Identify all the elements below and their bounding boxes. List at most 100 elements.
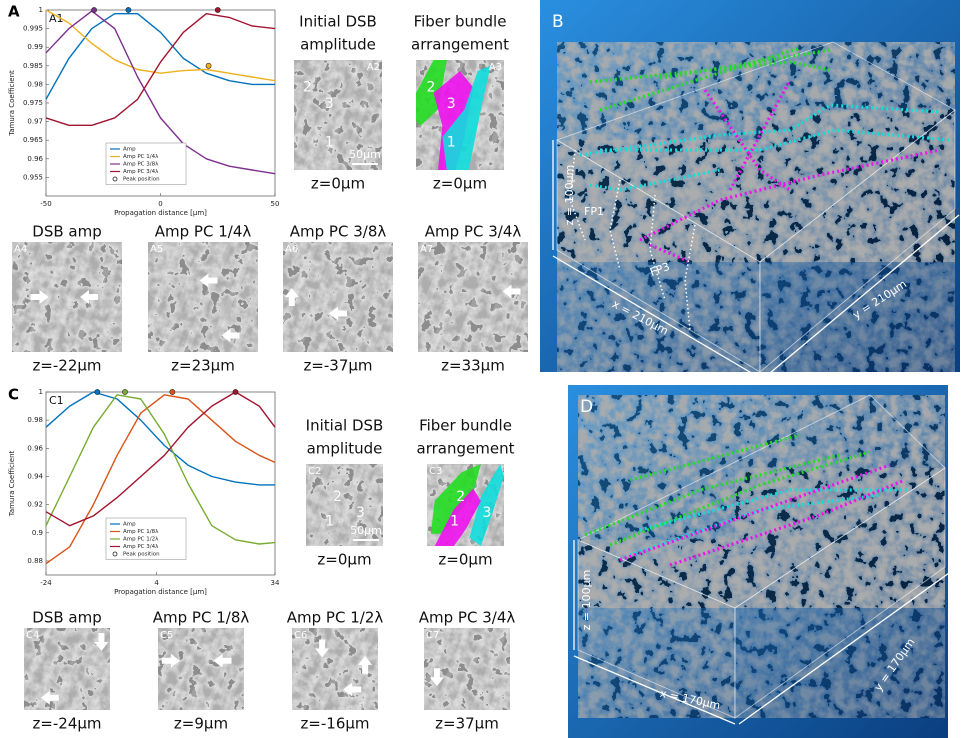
depth-caption: z=0µm [433,175,487,193]
legend-label: Peak position [123,552,160,558]
depth-caption: z=0µm [438,551,492,569]
y-tick-label: 0.985 [23,62,43,70]
x-tick-label: 50 [271,200,280,208]
figure: A C 0.9550.960.9650.970.9750.980.9850.99… [0,0,964,738]
legend-label: Amp PC 3/4λ [123,544,159,550]
panel-title: Amp PC 1/8λ [153,609,250,627]
y-tick-label: 0.98 [27,416,43,424]
legend-label: Amp PC 1/2λ [123,537,159,543]
fiber-number: 2 [427,80,436,96]
fiber-number: 2 [303,80,312,96]
volume-label: z = 100µm [580,570,593,631]
x-tick-label: -24 [40,579,52,587]
panel-title: Initial DSB [306,417,384,435]
depth-caption: z=-22µm [32,357,101,375]
y-tick-label: 0.96 [27,155,43,163]
depth-caption: z=0µm [317,551,371,569]
depth-caption: z=-24µm [32,715,101,733]
panel-title: DSB amp [32,223,101,241]
panel-title: Amp PC 3/8λ [290,223,387,241]
fiber-number: 3 [447,96,456,112]
y-tick-label: 1 [39,6,43,14]
depth-caption: z=23µm [171,357,235,375]
peak-marker [95,389,100,394]
fiber-number: 3 [482,505,491,521]
scale-bar-label: 50µm [349,148,381,161]
legend-label: Peak position [123,177,160,183]
panel-tag: A3 [489,62,502,73]
x-axis-label: Propagation distance [µm] [114,588,207,596]
depth-caption: z=37µm [435,715,499,733]
y-tick-label: 0.97 [27,118,43,126]
fiber-number: 1 [325,513,334,529]
x-tick-label: 4 [154,579,159,587]
fiber-number: 3 [356,505,365,521]
panel-letter: B [552,12,564,32]
panel-title: amplitude [307,440,383,458]
panel-tag: C3 [429,466,442,477]
panel-title: arrangement [417,440,515,458]
legend-label: Amp PC 3/4λ [123,169,159,175]
x-tick-label: -50 [40,200,51,208]
peak-marker [206,63,211,68]
y-tick-label: 0.92 [27,501,43,509]
fiber-number: 2 [333,489,342,505]
panel-tag: C5 [160,630,173,641]
y-tick-label: 0.965 [23,136,43,144]
panel-tag: C1 [49,394,64,407]
panel-tag: C7 [426,630,439,641]
fiber-number: 1 [447,135,456,151]
depth-caption: z=0µm [311,175,365,193]
x-tick-label: 0 [158,200,162,208]
panel-title: Fiber bundle [414,13,507,31]
volume-label: z = 100µm [563,165,576,226]
fiber-number: 2 [456,489,465,505]
peak-marker [233,389,238,394]
depth-caption: z=-16µm [300,715,369,733]
panel-title: Fiber bundle [419,417,512,435]
y-tick-label: 0.98 [27,80,43,88]
depth-caption: z=33µm [441,357,505,375]
panel-title: Initial DSB [299,13,377,31]
y-tick-label: 1 [39,388,43,396]
panel-title: DSB amp [32,609,101,627]
legend-label: Amp PC 1/8λ [123,529,159,535]
fiber-number: 3 [325,96,334,112]
panel-tag: C6 [294,630,307,641]
panel-title: Amp PC 3/4λ [425,223,522,241]
y-tick-label: 0.94 [27,472,43,480]
peak-marker [91,7,96,12]
panel-title: Amp PC 1/2λ [287,609,384,627]
y-axis-label: Tamura Coefficient [8,450,16,517]
legend-label: Amp [123,522,136,528]
peak-marker [170,389,175,394]
panel-title: Amp PC 1/4λ [155,223,252,241]
scale-bar-label: 50µm [350,524,382,537]
panel-tag: A7 [420,244,433,255]
panel-tag: A4 [14,244,27,255]
panel-title: arrangement [411,36,509,54]
peak-marker [215,7,220,12]
volume-label: FP1 [584,205,604,218]
y-tick-label: 0.995 [23,25,43,33]
legend-label: Amp [123,147,136,153]
panel-tag: C2 [308,466,321,477]
peak-marker [126,7,131,12]
fiber-number: 1 [450,513,459,529]
x-axis-label: Propagation distance [µm] [114,209,207,217]
panel-title: amplitude [300,36,376,54]
y-tick-label: 0.96 [27,444,43,452]
y-tick-label: 0.88 [27,557,43,565]
legend-label: Amp PC 3/8λ [123,162,159,168]
fiber-number: 1 [325,135,334,151]
panel-tag: A6 [285,244,298,255]
figure-letter: A [8,3,20,21]
y-axis-label: Tamura Coefficient [8,70,16,137]
panel-tag: A5 [150,244,163,255]
peak-marker [122,389,127,394]
y-tick-label: 0.975 [23,99,43,107]
panel-tag: A2 [367,62,380,73]
y-tick-label: 0.9 [32,529,43,537]
depth-caption: z=9µm [174,715,228,733]
panel-tag: C4 [26,630,39,641]
